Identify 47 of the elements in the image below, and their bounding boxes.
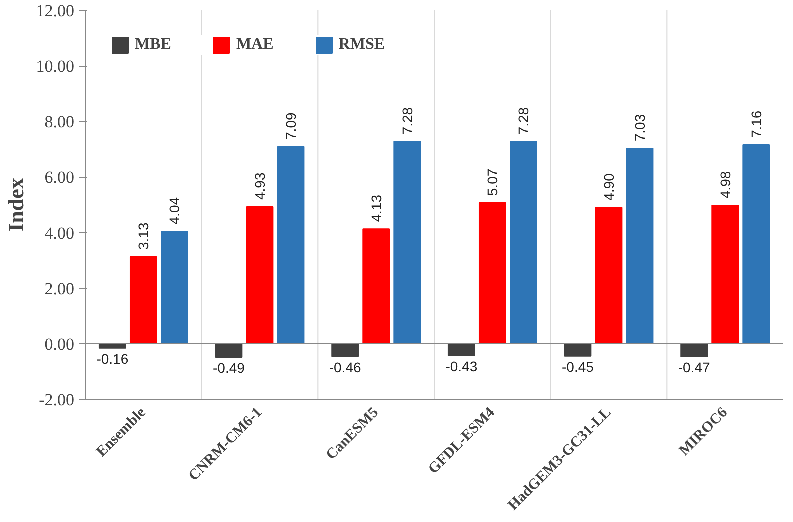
- bar: [277, 146, 305, 344]
- y-tick-label: -2.00: [39, 390, 75, 410]
- data-label: 7.03: [632, 114, 648, 142]
- bar: [510, 141, 538, 344]
- data-label: 4.90: [601, 173, 617, 201]
- y-tick-label: 8.00: [44, 112, 74, 132]
- y-tick-label: 10.00: [36, 57, 74, 76]
- data-label: -0.49: [213, 360, 246, 376]
- y-tick-label: 4.00: [44, 224, 74, 243]
- bar: [394, 141, 422, 344]
- y-axis-title: Index: [3, 178, 28, 232]
- data-label: 7.09: [283, 112, 300, 140]
- y-tick-label: 2.00: [44, 279, 74, 298]
- bar: [161, 231, 188, 344]
- data-label: -0.45: [562, 358, 594, 375]
- bar: [130, 256, 158, 344]
- data-label: -0.47: [678, 360, 710, 376]
- bar: [626, 148, 654, 344]
- bar: [564, 343, 592, 357]
- data-label: 4.04: [166, 197, 183, 225]
- bar: [712, 205, 740, 344]
- data-label: -0.43: [446, 358, 478, 374]
- y-tick-label: 0.00: [44, 334, 74, 354]
- data-label: 7.28: [399, 107, 416, 135]
- bar: [332, 343, 359, 358]
- data-label: 7.28: [516, 107, 532, 135]
- data-label: 4.13: [368, 194, 384, 222]
- bar: [478, 202, 506, 344]
- bar: [680, 343, 708, 358]
- data-label: 4.93: [252, 172, 268, 200]
- bar: [246, 206, 274, 344]
- legend-label: RMSE: [338, 36, 386, 54]
- data-label: 7.16: [748, 110, 764, 138]
- bar: [215, 343, 243, 358]
- data-label: 4.98: [717, 171, 734, 199]
- bar: [448, 343, 476, 356]
- y-tick-label: 12.00: [36, 2, 74, 20]
- bar: [742, 144, 770, 344]
- data-label: 5.07: [484, 168, 501, 196]
- y-tick-label: 6.00: [44, 168, 74, 188]
- legend-label: MBE: [135, 36, 172, 54]
- legend-label: MAE: [236, 36, 274, 54]
- bar: [595, 207, 623, 344]
- data-label: 3.13: [136, 222, 152, 250]
- data-label: -0.46: [329, 359, 362, 376]
- data-label: -0.16: [96, 350, 129, 367]
- bar: [362, 228, 390, 344]
